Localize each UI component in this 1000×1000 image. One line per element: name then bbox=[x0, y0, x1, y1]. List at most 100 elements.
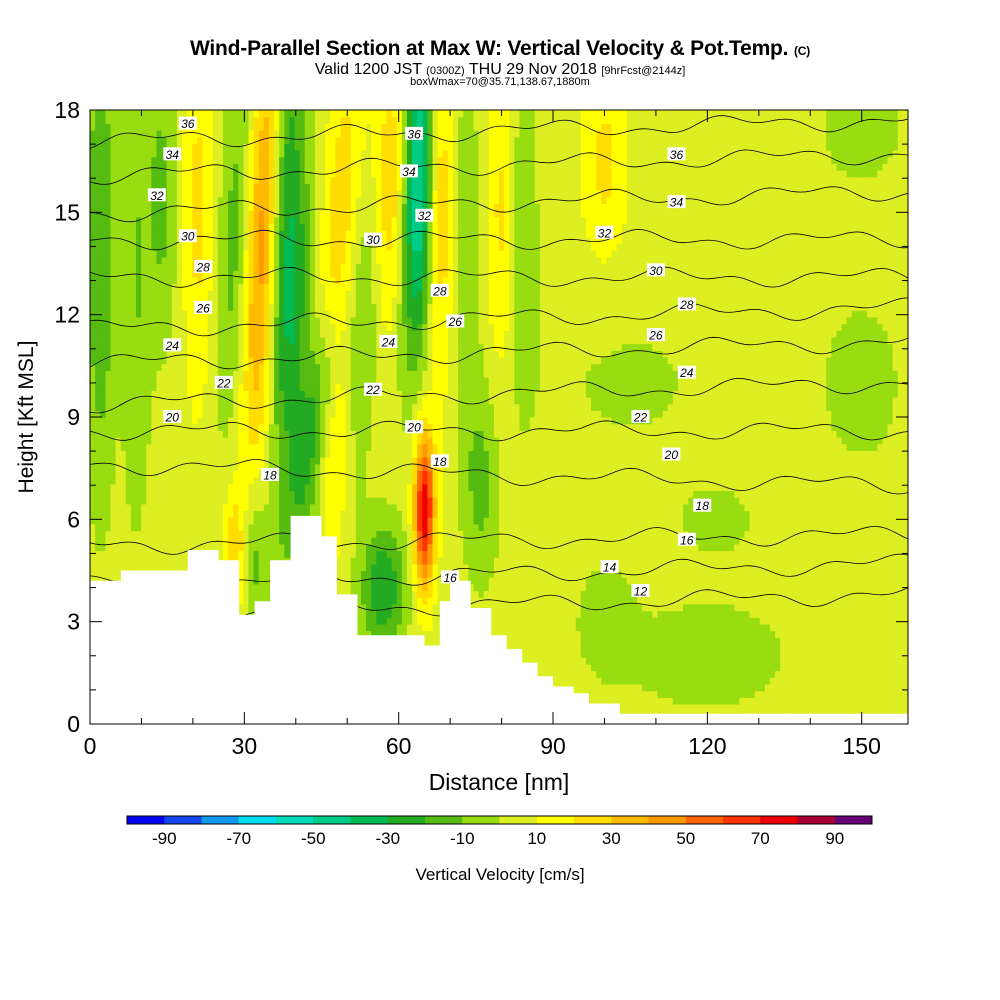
field-cell bbox=[882, 630, 889, 638]
field-cell bbox=[805, 523, 812, 532]
field-cell bbox=[683, 603, 689, 612]
field-cell bbox=[100, 550, 106, 558]
field-cell bbox=[442, 543, 449, 552]
field-cell bbox=[228, 550, 234, 558]
field-cell bbox=[647, 570, 653, 578]
field-cell bbox=[723, 617, 730, 625]
field-cell bbox=[585, 543, 592, 552]
field-cell bbox=[580, 657, 587, 665]
field-cell bbox=[805, 550, 812, 558]
field-cell bbox=[831, 657, 838, 665]
field-cell bbox=[647, 630, 653, 638]
field-cell bbox=[846, 610, 853, 618]
field-cell bbox=[473, 590, 480, 598]
field-cell bbox=[713, 623, 720, 632]
field-cell bbox=[734, 630, 740, 638]
field-cell bbox=[386, 630, 393, 638]
field-cell bbox=[657, 637, 664, 645]
field-cell bbox=[805, 623, 812, 632]
field-cell bbox=[647, 543, 653, 552]
field-cell bbox=[887, 677, 894, 685]
field-cell bbox=[233, 523, 239, 532]
field-cell bbox=[350, 523, 357, 532]
field-cell bbox=[637, 563, 643, 572]
field-cell bbox=[417, 543, 423, 552]
field-cell bbox=[729, 603, 735, 612]
field-cell bbox=[468, 523, 475, 532]
field-cell bbox=[130, 517, 137, 525]
field-cell bbox=[468, 603, 475, 612]
field-cell bbox=[800, 643, 807, 652]
field-cell bbox=[401, 543, 408, 552]
field-cell bbox=[611, 690, 618, 698]
field-cell bbox=[320, 523, 326, 532]
field-cell bbox=[851, 697, 858, 705]
field-cell bbox=[350, 530, 357, 538]
field-cell bbox=[713, 603, 720, 612]
field-cell bbox=[744, 563, 751, 572]
field-cell bbox=[105, 563, 112, 572]
field-cell bbox=[795, 543, 802, 552]
field-cell bbox=[698, 657, 705, 665]
field-cell bbox=[115, 537, 122, 545]
field-cell bbox=[504, 623, 510, 632]
field-cell bbox=[759, 663, 766, 672]
field-cell bbox=[887, 577, 894, 585]
field-cell bbox=[790, 657, 797, 665]
field-cell bbox=[897, 677, 904, 685]
field-cell bbox=[417, 603, 423, 612]
field-cell bbox=[488, 557, 495, 565]
field-cell bbox=[452, 523, 459, 532]
field-cell bbox=[580, 610, 587, 618]
field-cell bbox=[851, 663, 858, 672]
field-cell bbox=[790, 610, 797, 618]
field-cell bbox=[785, 637, 792, 645]
field-cell bbox=[790, 617, 797, 625]
field-cell bbox=[637, 517, 643, 525]
field-cell bbox=[585, 643, 592, 652]
field-cell bbox=[672, 670, 679, 678]
field-cell bbox=[795, 677, 802, 685]
field-cell bbox=[345, 517, 352, 525]
field-cell bbox=[274, 523, 280, 532]
field-cell bbox=[790, 550, 797, 558]
field-cell bbox=[611, 677, 618, 685]
field-cell bbox=[637, 663, 643, 672]
field-cell bbox=[657, 590, 664, 598]
field-cell bbox=[575, 670, 582, 678]
field-cell bbox=[386, 597, 393, 605]
field-cell bbox=[713, 650, 720, 658]
field-cell bbox=[810, 637, 817, 645]
field-cell bbox=[222, 537, 229, 545]
field-cell bbox=[591, 583, 597, 592]
field-cell bbox=[514, 523, 521, 532]
field-cell bbox=[596, 690, 602, 698]
field-cell bbox=[780, 590, 786, 598]
field-cell bbox=[836, 550, 843, 558]
field-cell bbox=[795, 583, 802, 592]
field-cell bbox=[631, 623, 638, 632]
field-cell bbox=[631, 630, 638, 638]
field-cell bbox=[488, 597, 495, 605]
field-cell bbox=[631, 603, 638, 612]
field-cell bbox=[667, 683, 674, 692]
field-cell bbox=[647, 550, 653, 558]
field-cell bbox=[432, 590, 439, 598]
field-cell bbox=[110, 563, 117, 572]
field-cell bbox=[769, 550, 776, 558]
field-cell bbox=[606, 523, 613, 532]
field-cell bbox=[652, 583, 659, 592]
field-cell bbox=[754, 563, 761, 572]
field-cell bbox=[509, 637, 515, 645]
field-cell bbox=[887, 637, 894, 645]
field-cell bbox=[366, 570, 372, 578]
field-cell bbox=[718, 683, 725, 692]
field-cell bbox=[744, 610, 751, 618]
field-cell bbox=[800, 690, 807, 698]
field-cell bbox=[427, 637, 434, 645]
field-cell bbox=[529, 597, 536, 605]
field-cell bbox=[729, 570, 735, 578]
field-cell bbox=[718, 517, 725, 525]
field-cell bbox=[826, 603, 832, 612]
field-cell bbox=[391, 590, 398, 598]
